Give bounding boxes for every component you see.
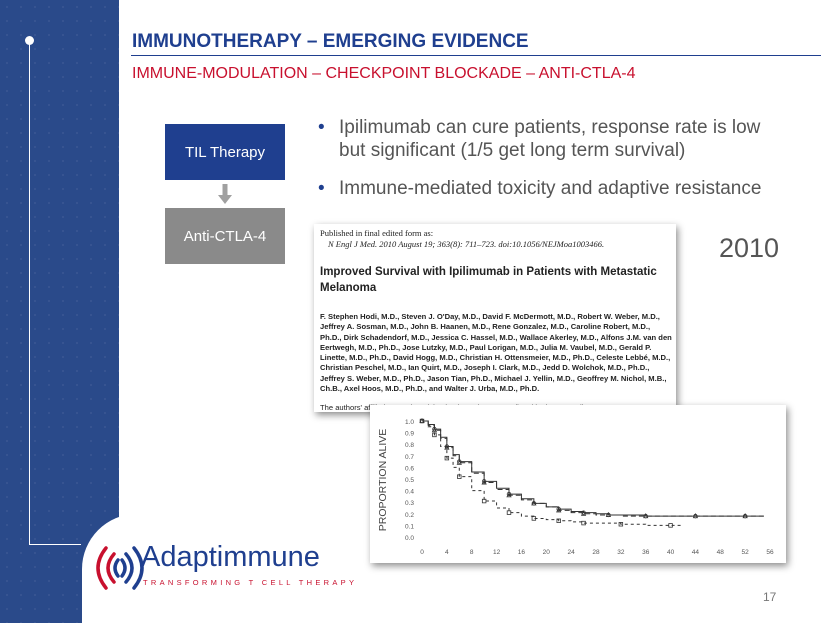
survival-marker [456, 459, 462, 465]
y-tick-label: 0.1 [405, 523, 414, 530]
til-therapy-box: TIL Therapy [165, 124, 285, 180]
x-tick-label: 24 [568, 549, 576, 556]
survival-marker [531, 500, 537, 506]
survival-marker [742, 513, 748, 519]
survival-marker [580, 510, 587, 516]
sidebar-dot [25, 36, 34, 45]
y-axis-label: PROPORTION ALIVE [377, 429, 389, 532]
survival-marker [581, 520, 586, 526]
adaptimmune-logo-icon [96, 546, 144, 590]
survival-marker [692, 513, 699, 519]
sidebar-horizontal-line [29, 544, 81, 545]
logo-tagline: TRANSFORMING T CELL THERAPY [143, 578, 358, 587]
survival-marker [605, 511, 612, 517]
paper-excerpt: Published in final edited form as: N Eng… [314, 224, 676, 412]
survival-curve-2 [422, 420, 764, 517]
x-tick-label: 48 [717, 549, 725, 556]
x-tick-label: 40 [667, 549, 675, 556]
x-tick-label: 20 [543, 549, 551, 556]
y-tick-label: 0.4 [405, 489, 414, 496]
y-tick-label: 1.0 [405, 419, 414, 426]
x-tick-label: 4 [445, 549, 449, 556]
survival-marker [668, 523, 673, 528]
survival-curve-1 [422, 420, 764, 517]
x-tick-label: 36 [642, 549, 650, 556]
bullet-list: Ipilimumab can cure patients, response r… [318, 116, 788, 215]
x-tick-label: 56 [766, 549, 774, 556]
survival-marker [556, 518, 561, 523]
bullet-item: Immune-mediated toxicity and adaptive re… [318, 177, 788, 200]
sidebar-panel [0, 0, 119, 623]
x-tick-label: 12 [493, 549, 501, 556]
y-tick-label: 0.0 [405, 535, 414, 542]
survival-marker [506, 510, 512, 515]
survival-marker [444, 444, 450, 450]
year-label: 2010 [719, 233, 780, 263]
sidebar-vertical-line [29, 40, 30, 545]
x-tick-label: 44 [692, 549, 700, 556]
paper-title: Improved Survival with Ipilimumab in Pat… [320, 266, 657, 294]
survival-marker [618, 522, 624, 527]
y-tick-label: 0.3 [405, 500, 414, 507]
paper-citation: N Engl J Med. 2010 August 19; 363(8): 71… [328, 239, 605, 249]
y-tick-label: 0.8 [405, 442, 414, 449]
x-tick-label: 28 [592, 549, 600, 556]
survival-marker [643, 513, 649, 519]
survival-marker [431, 427, 438, 433]
y-tick-label: 0.2 [405, 512, 414, 519]
logo-wordmark: Adaptimmune [141, 541, 320, 573]
survival-marker [556, 507, 562, 513]
arrow-down-icon [218, 184, 232, 204]
bullet-item: Ipilimumab can cure patients, response r… [318, 116, 788, 162]
survival-chart-svg: 0.00.10.20.30.40.50.60.70.80.91.0 0 4 8 12 1… [377, 417, 774, 556]
survival-marker [531, 516, 537, 521]
x-tick-label: 0 [420, 549, 424, 556]
paper-published-label: Published in final edited form as: [320, 228, 434, 238]
survival-marker [481, 479, 487, 485]
survival-marker [506, 492, 512, 498]
slide-subtitle: IMMUNE-MODULATION – CHECKPOINT BLOCKADE … [132, 65, 636, 82]
survival-marker [481, 498, 487, 504]
x-tick-label: 16 [518, 549, 526, 556]
y-tick-label: 0.5 [405, 477, 414, 484]
sidebar-pattern [0, 0, 119, 623]
survival-chart: 0.0 0.1 0.2 0.3 0.4 0.5 0.6 0.7 0.8 0.9 1.0 0 4 8 12 1… [370, 405, 786, 563]
x-tick-label: 32 [617, 549, 625, 556]
survival-marker [444, 455, 450, 461]
title-divider [131, 55, 821, 56]
survival-marker [457, 474, 462, 479]
paper-authors: F. Stephen Hodi, M.D., Steven J. O'Day, … [320, 312, 672, 394]
survival-curve-3 [422, 420, 683, 526]
x-tick-label: 52 [742, 549, 750, 556]
survival-marker [419, 418, 425, 424]
anti-ctla4-box: Anti-CTLA-4 [165, 208, 285, 264]
x-tick-label: 8 [470, 549, 474, 556]
slide-title: IMMUNOTHERAPY – EMERGING EVIDENCE [132, 31, 529, 52]
survival-marker [432, 432, 437, 438]
y-tick-label: 0.7 [405, 454, 414, 461]
page-number: 17 [763, 590, 777, 604]
y-tick-label: 0.9 [405, 431, 414, 438]
y-tick-label: 0.6 [405, 465, 414, 472]
